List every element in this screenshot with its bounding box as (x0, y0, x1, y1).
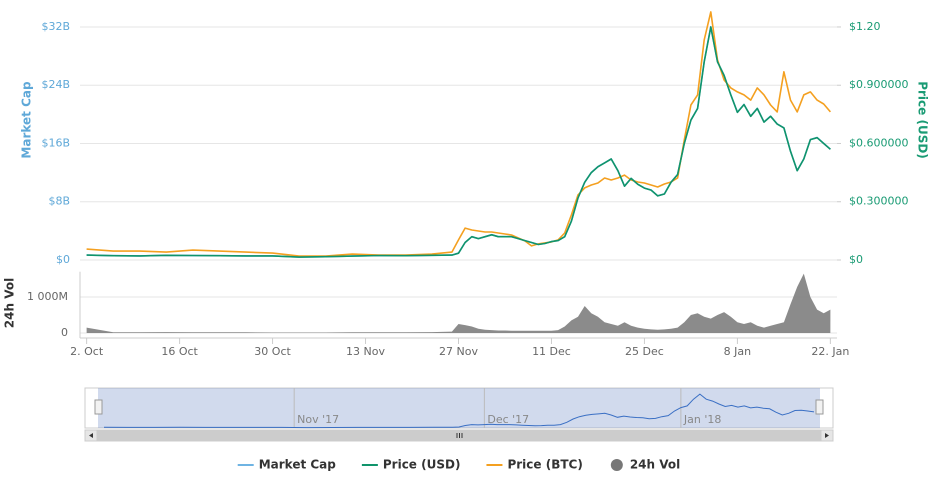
volume-axis-title: 24h Vol (3, 278, 17, 328)
x-tick-label: 25 Dec (625, 345, 664, 358)
legend-item[interactable]: Price (USD) (361, 458, 461, 472)
navigator-handle[interactable] (815, 399, 824, 415)
navigator-label: Jan '18 (683, 413, 721, 426)
series-line (86, 25, 831, 258)
x-tick-label: 27 Nov (439, 345, 478, 358)
navigator-frame (84, 387, 834, 429)
volume-tick-label: 1 000M (27, 290, 68, 303)
y2-tick-label: $0.600000 (849, 136, 909, 149)
legend-label: Market Cap (259, 458, 337, 472)
legend-item[interactable]: 24h Vol (610, 458, 680, 472)
navigator-label: Dec '17 (487, 413, 529, 426)
volume-tick-label: 0 (61, 326, 68, 339)
legend-label: Price (BTC) (507, 458, 582, 472)
y-tick-label: $24B (41, 78, 70, 91)
navigator-series (103, 393, 815, 429)
legend-item[interactable]: Price (BTC) (486, 458, 583, 472)
navigator-handle[interactable] (94, 399, 103, 415)
y-tick-label: $16B (41, 136, 70, 149)
legend: Market Cap Price (USD) Price (BTC) 24h Vol (237, 458, 680, 472)
x-tick-label: 22. Jan (811, 345, 849, 358)
y2-tick-label: $1.20 (849, 20, 881, 33)
x-tick-label: 8 Jan (724, 345, 751, 358)
legend-label: Price (USD) (383, 458, 461, 472)
navigator-label: Nov '17 (297, 413, 339, 426)
y2-tick-label: $0.900000 (849, 78, 909, 91)
legend-item[interactable]: Market Cap (237, 458, 337, 472)
series-line (86, 11, 832, 257)
y2-axis-title: Price (USD) (916, 81, 930, 159)
volume-area (86, 273, 831, 333)
legend-label: 24h Vol (630, 458, 680, 472)
y-tick-label: $8B (48, 195, 70, 208)
x-tick-label: 16 Oct (161, 345, 198, 358)
x-tick-label: 13 Nov (346, 345, 385, 358)
y2-tick-label: $0.300000 (849, 195, 909, 208)
y-axis-title: Market Cap (20, 81, 34, 159)
scrollbar-arrow (89, 433, 93, 438)
x-tick-label: 30 Oct (254, 345, 291, 358)
y2-tick-label: $0 (849, 253, 863, 266)
scrollbar-arrow (825, 433, 829, 438)
y-tick-label: $0 (56, 253, 70, 266)
x-tick-label: 11 Dec (532, 345, 571, 358)
legend-symbol (610, 459, 623, 471)
x-tick-label: 2. Oct (70, 345, 104, 358)
y-tick-label: $32B (41, 20, 70, 33)
scrollbar-grip (456, 433, 463, 438)
series-line (86, 26, 831, 258)
